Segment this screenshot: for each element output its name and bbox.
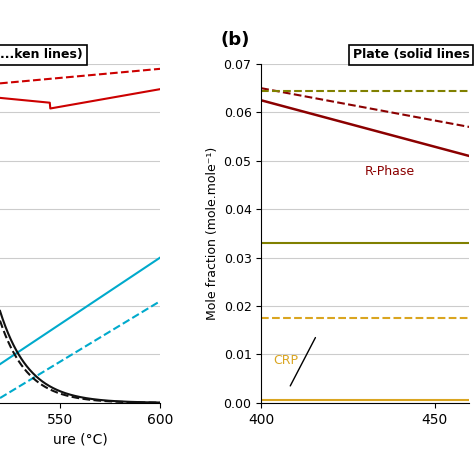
X-axis label: ure (°C): ure (°C) xyxy=(53,432,108,446)
Y-axis label: Mole fraction (mole.mole⁻¹): Mole fraction (mole.mole⁻¹) xyxy=(206,147,219,320)
Text: ...ken lines): ...ken lines) xyxy=(0,48,83,62)
Text: (b): (b) xyxy=(220,31,250,49)
Text: R-Phase: R-Phase xyxy=(365,165,415,178)
Text: CRP: CRP xyxy=(273,354,298,367)
Text: Plate (solid lines: Plate (solid lines xyxy=(353,48,469,62)
